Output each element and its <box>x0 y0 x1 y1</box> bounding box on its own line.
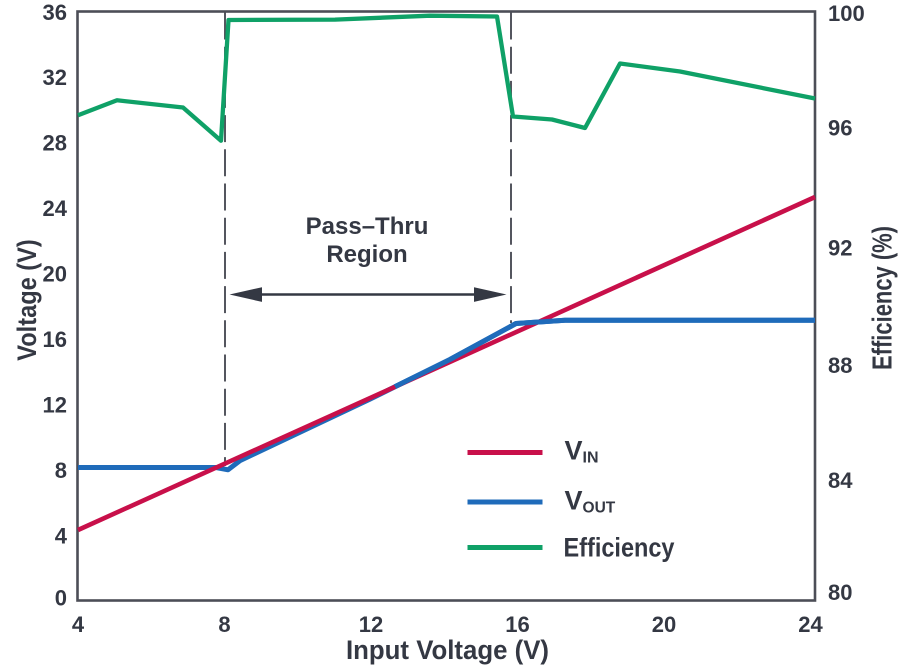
svg-text:92: 92 <box>828 235 852 260</box>
svg-text:Efficiency: Efficiency <box>564 533 675 563</box>
svg-text:16: 16 <box>43 327 67 352</box>
svg-text:24: 24 <box>43 196 68 221</box>
svg-text:36: 36 <box>43 0 67 25</box>
svg-text:Region: Region <box>326 241 407 268</box>
svg-text:Efficiency (%): Efficiency (%) <box>867 226 898 370</box>
svg-text:4: 4 <box>72 612 85 637</box>
svg-text:96: 96 <box>828 116 852 141</box>
svg-text:28: 28 <box>43 131 67 156</box>
svg-text:20: 20 <box>43 262 67 287</box>
svg-text:8: 8 <box>218 612 230 637</box>
svg-text:8: 8 <box>55 458 67 483</box>
svg-text:32: 32 <box>43 65 67 90</box>
svg-text:24: 24 <box>798 612 823 637</box>
svg-text:Input Voltage (V): Input Voltage (V) <box>346 635 549 665</box>
svg-text:Voltage (V): Voltage (V) <box>12 239 42 361</box>
svg-text:16: 16 <box>505 612 529 637</box>
svg-text:100: 100 <box>828 1 865 26</box>
svg-text:12: 12 <box>359 612 383 637</box>
svg-text:Pass–Thru: Pass–Thru <box>306 213 429 240</box>
svg-text:12: 12 <box>43 393 67 418</box>
svg-text:0: 0 <box>55 586 67 611</box>
svg-text:20: 20 <box>652 612 676 637</box>
svg-text:84: 84 <box>828 468 853 493</box>
svg-text:80: 80 <box>828 580 852 605</box>
svg-text:VOUT: VOUT <box>565 486 616 517</box>
svg-text:88: 88 <box>828 353 852 378</box>
svg-text:4: 4 <box>55 524 68 549</box>
svg-text:VIN: VIN <box>565 436 599 467</box>
